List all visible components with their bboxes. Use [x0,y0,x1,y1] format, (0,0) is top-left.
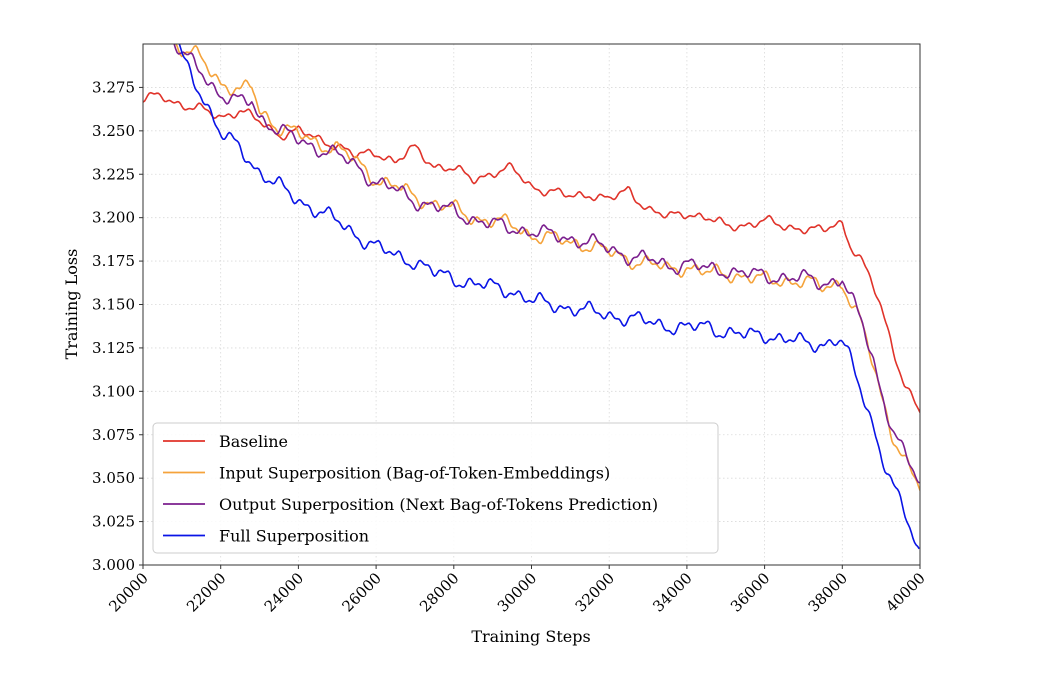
y-axis-ticks: 3.000 3.025 3.050 3.075 3.100 3.125 3.150 3.175… [92,78,143,574]
legend: Baseline Input Superposition (Bag-of-Toke… [152,422,719,554]
x-tick-label: 22000 [183,569,229,615]
x-axis-title: Training Steps [471,627,590,646]
legend-label: Output Superposition (Next Bag-of-Tokens… [219,495,658,514]
x-tick-label: 26000 [338,569,384,615]
x-tick-label: 24000 [261,569,307,615]
x-tick-label: 30000 [494,569,540,615]
y-tick-label: 3.150 [92,296,135,314]
y-axis-title: Training Loss [62,249,81,360]
series-line-2 [175,44,920,491]
legend-label: Baseline [219,432,288,451]
y-tick-label: 3.200 [92,209,135,227]
y-tick-label: 3.250 [92,122,135,140]
legend-box [152,422,719,554]
x-tick-label: 38000 [805,569,851,615]
y-tick-label: 3.000 [92,556,135,574]
y-tick-label: 3.125 [92,339,135,357]
series-lines [143,44,920,550]
x-tick-label: 34000 [649,569,695,615]
x-tick-label: 20000 [105,569,151,615]
x-tick-label: 28000 [416,569,462,615]
series-line-3 [173,44,920,484]
y-tick-label: 3.175 [92,252,135,270]
y-tick-label: 3.050 [92,469,135,487]
y-tick-label: 3.100 [92,382,135,400]
y-tick-label: 3.075 [92,426,135,444]
x-tick-label: 36000 [727,569,773,615]
x-tick-label: 40000 [882,569,928,615]
x-axis-ticks: 20000 22000 24000 26000 28000 30000 32000 34000… [105,565,929,616]
y-tick-label: 3.225 [92,165,135,183]
y-tick-label: 3.025 [92,513,135,531]
y-tick-label: 3.275 [92,78,135,96]
legend-label: Input Superposition (Bag-of-Token-Embedd… [219,464,610,483]
x-tick-label: 32000 [572,569,618,615]
legend-label: Full Superposition [219,527,369,546]
series-line-4 [178,44,920,550]
